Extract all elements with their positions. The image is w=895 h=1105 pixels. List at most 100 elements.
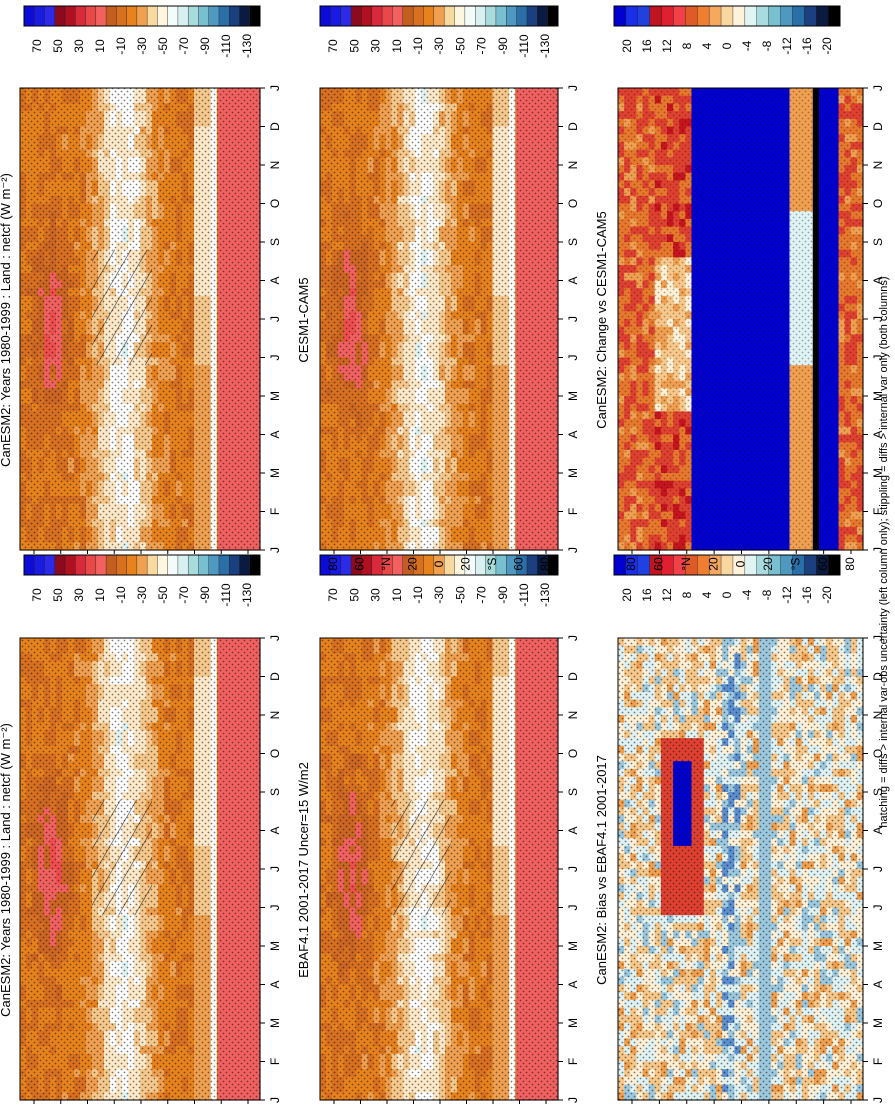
colorbar-swatch [44,5,56,27]
colorbar-swatch [661,5,674,27]
colorbar-tick-label: 12 [660,39,674,53]
colorbar-tick-label: 20 [620,39,634,53]
panel-title: CanESM2: Change vs CESM1-CAM5 [594,211,609,428]
month-tick-label: J [871,635,885,641]
panel-3: CESM1-CAM5 J F M A M J J A S O N D J 80 60 °N 20 0 20 °S 60 80… [296,5,580,571]
colorbar-swatch [95,5,107,27]
colorbar-tick-label: -50 [156,37,170,55]
panel-0: CanESM2: Years 1980-1999 : Land : netcf … [0,5,282,571]
month-tick-label: J [871,355,885,361]
colorbar-tick-label: 50 [51,588,65,602]
colorbar-tick-label: -70 [177,37,191,55]
colorbar-swatch [768,5,782,27]
colorbar-swatch [381,5,393,27]
colorbar-swatch [85,554,97,576]
colorbar-tick-label: -30 [135,37,149,55]
colorbar-swatch [475,5,487,27]
colorbar-swatch [685,5,698,27]
lat-tick-label: °S [485,558,499,571]
colorbar-swatch [177,554,189,576]
colorbar: 20 16 12 8 4 0 -4 -8 -12 -16 -20 [613,5,841,55]
panel-title: CanESM2: Bias vs EBAF4.1 2001-2017 [594,755,609,985]
colorbar-tick-label: -10 [114,586,128,604]
colorbar: 70 50 30 10 -10 -30 -50 -70 -90 -110 -130 [23,554,261,607]
colorbar-tick-label: -30 [135,586,149,604]
panel-title: CanESM2: Years 1980-1999 : Land : netcf … [0,173,13,467]
colorbar-swatch [792,5,805,27]
panel-title: CanESM2: Years 1980-1999 : Land : netcf … [0,723,13,1017]
month-tick-label: S [566,238,580,246]
colorbar-swatch [464,5,476,27]
colorbar-tick-label: -10 [411,586,425,604]
month-tick-label: N [566,161,580,170]
colorbar-swatch [526,554,538,576]
colorbar-swatch [537,5,549,27]
colorbar-swatch [392,5,404,27]
colorbar: 20 16 12 8 4 0 -4 -8 -12 -16 -20 [613,554,841,604]
lat-tick-label: °S [788,558,802,571]
colorbar-swatch [249,554,261,576]
colorbar-swatch [54,5,66,27]
colorbar-swatch [229,5,240,27]
month-tick-label: O [871,749,885,758]
colorbar-tick-label: 10 [390,588,404,602]
panel-5: CanESM2: Change vs CESM1-CAM5 J F M A M J J A S O N… [594,5,885,571]
colorbar-swatch [187,5,199,27]
month-tick-label: A [268,826,282,834]
colorbar-tick-label: 70 [326,39,340,53]
colorbar-tick-label: -70 [475,586,489,604]
month-tick-label: J [268,85,282,91]
colorbar-swatch [23,554,35,576]
lat-tick-label: 0 [432,560,446,567]
colorbar-tick-label: -90 [198,37,212,55]
colorbar: 70 50 30 10 -10 -30 -50 -70 -90 -110 -130 [319,5,559,58]
lat-tick-label: 60 [652,557,666,571]
colorbar-tick-label: 30 [369,588,383,602]
lat-tick-label: 20 [406,557,420,571]
month-tick-label: F [871,1058,885,1065]
colorbar-swatch [371,5,383,27]
colorbar-swatch [249,5,261,27]
colorbar-swatch [64,5,76,27]
colorbar-swatch [526,5,538,27]
colorbar-tick-label: 30 [72,588,86,602]
month-tick-label: J [871,866,885,872]
colorbar-tick-label: 50 [51,39,65,53]
colorbar-swatch [218,554,230,576]
colorbar-swatch [454,5,466,27]
colorbar-swatch [116,554,128,576]
month-tick-label: J [268,355,282,361]
colorbar-swatch [146,5,158,27]
colorbar-swatch [827,554,841,576]
colorbar-swatch [34,554,46,576]
colorbar-swatch [827,5,841,27]
colorbar-swatch [804,5,817,27]
colorbar-swatch [44,554,56,576]
colorbar-swatch [613,5,627,27]
colorbar-tick-label: -90 [496,586,510,604]
hatching [92,249,152,366]
hatching [391,799,451,916]
colorbar-tick-label: -110 [517,583,531,606]
month-tick-label: N [268,711,282,720]
colorbar-tick-label: -50 [453,37,467,55]
month-tick-label: F [566,1058,580,1065]
month-tick-label: M [268,468,282,478]
month-tick-label: A [566,276,580,284]
colorbar-tick-label: -130 [538,34,552,58]
month-tick-label: O [268,749,282,758]
lat-tick-label: 60 [353,557,367,571]
month-tick-label: M [268,1018,282,1028]
colorbar-swatch [673,5,686,27]
month-tick-label: J [268,905,282,911]
colorbar-swatch [637,554,651,576]
month-tick-label: D [268,122,282,131]
colorbar-tick-label: -8 [760,589,774,600]
colorbar-tick-label: 20 [620,588,634,602]
colorbar-swatch [433,5,445,27]
colorbar-tick-label: 70 [30,39,44,53]
panel-title: CESM1-CAM5 [296,277,311,362]
month-tick-label: A [871,826,885,834]
colorbar-swatch [340,5,352,27]
stippling [618,88,863,550]
